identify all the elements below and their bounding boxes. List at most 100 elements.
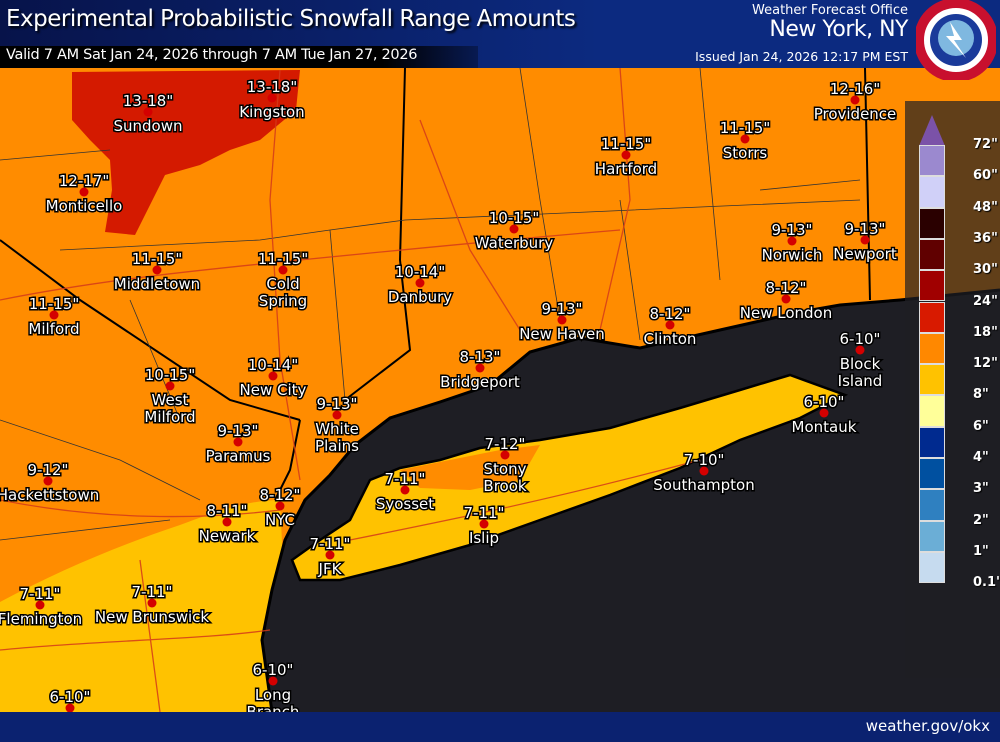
long-island [290, 373, 849, 582]
city-snow-range: 6-10" [253, 661, 294, 679]
city-name: Norwich [762, 246, 823, 264]
city-marker: 10-15" West Milford [143, 365, 197, 428]
city-dot-icon [43, 476, 53, 486]
city-dot-icon [787, 236, 797, 246]
legend-label: 1" [973, 543, 989, 559]
city-snow-range: 9-13" [772, 221, 813, 239]
legend-swatch [919, 207, 945, 239]
city-dot-icon [268, 371, 278, 381]
city-snow-range: 7-11" [310, 535, 351, 553]
legend-label: 2" [973, 512, 989, 528]
city-name: Stony Brook [483, 460, 526, 495]
legend-label: 8" [973, 387, 989, 403]
city-name: Sundown [113, 117, 182, 135]
city-dot-icon [415, 278, 425, 288]
city-marker: 13-18" Sundown [112, 91, 184, 137]
city-snow-range: 8-13" [460, 348, 501, 366]
city-name: New London [740, 304, 832, 322]
city-marker: 10-14" New City [238, 355, 308, 401]
city-marker: 9-12" Hackettstown [0, 460, 101, 506]
office-url[interactable]: weather.gov/okx [865, 717, 990, 735]
legend-swatch [919, 145, 945, 177]
city-dot-icon [850, 95, 860, 105]
city-dot-icon [781, 294, 791, 304]
city-snow-range: 7-11" [20, 585, 61, 603]
city-snow-range: 9-13" [317, 395, 358, 413]
valid-period: Valid 7 AM Sat Jan 24, 2026 through 7 AM… [6, 47, 418, 63]
city-marker: 7-11" New Brunswick [93, 582, 210, 628]
city-dot-icon [699, 466, 709, 476]
city-dot-icon [500, 450, 510, 460]
coastline [260, 288, 1000, 712]
city-marker: 8-12" New London [738, 278, 833, 324]
state-borders [0, 68, 871, 501]
city-name: Islip [469, 529, 499, 547]
legend-label: 48" [973, 199, 998, 215]
city-dot-icon [35, 600, 45, 610]
legend-label: 6" [973, 418, 989, 434]
city-snow-range: 9-13" [845, 220, 886, 238]
city-marker: 7-11" Islip [462, 503, 506, 549]
city-marker: 11-15" Middletown [112, 249, 201, 295]
city-name: Milford [28, 320, 79, 338]
city-dot-icon [621, 150, 631, 160]
city-dot-icon [665, 320, 675, 330]
city-dot-icon [152, 265, 162, 275]
city-snow-range: 8-12" [650, 305, 691, 323]
city-dot-icon [819, 408, 829, 418]
city-marker: 9-13" Norwich [760, 220, 824, 266]
city-name: Long Branch [247, 686, 300, 712]
city-name: Southampton [653, 476, 754, 494]
city-name: Kingston [239, 103, 304, 121]
red-snow-region [72, 70, 300, 235]
legend-label: 36" [973, 230, 998, 246]
city-snow-range: 11-15" [29, 295, 80, 313]
city-snow-range: 10-15" [145, 366, 196, 384]
city-marker: 11-15" Milford [27, 294, 81, 340]
legend-label: 0.1" [973, 575, 1000, 591]
city-name: Danbury [388, 288, 452, 306]
city-dot-icon [147, 598, 157, 608]
city-marker: 8-12" Clinton [642, 304, 698, 350]
city-snow-range: 7-10" [684, 451, 725, 469]
city-snow-range: 9-12" [28, 461, 69, 479]
city-marker: 11-15" Cold Spring [256, 249, 310, 312]
city-snow-range: 7-11" [464, 504, 505, 522]
city-name: JFK [318, 560, 343, 578]
city-snow-range: 11-15" [258, 250, 309, 268]
city-dot-icon [49, 310, 59, 320]
city-name: West Milford [144, 391, 195, 426]
city-dot-icon [65, 703, 75, 712]
city-marker: 11-15" Hartford [593, 134, 658, 180]
city-snow-range: 7-12" [485, 435, 526, 453]
city-name: Storrs [723, 144, 768, 162]
city-snow-range: 12-17" [59, 172, 110, 190]
city-marker: 6-10" [48, 687, 92, 712]
city-name: Syosset [376, 495, 434, 513]
office-label: Weather Forecast Office [752, 3, 908, 18]
city-marker: 7-11" Syosset [374, 469, 435, 515]
city-dot-icon [740, 134, 750, 144]
city-marker: 8-13" Bridgeport [439, 347, 522, 393]
city-snow-range: 10-15" [489, 209, 540, 227]
city-snow-range: 11-15" [720, 119, 771, 137]
city-snow-range: 13-18" [123, 92, 174, 110]
city-marker: 12-16" Providence [812, 79, 898, 125]
city-snow-range: 10-14" [395, 263, 446, 281]
city-marker: 9-13" Newport [832, 219, 899, 265]
legend-label: 12" [973, 356, 998, 372]
city-marker: 9-13" White Plains [314, 394, 361, 457]
city-name: New City [240, 381, 307, 399]
city-name: Monticello [46, 197, 123, 215]
city-marker: 6-10" Block Island [836, 329, 884, 392]
legend-swatch [919, 301, 945, 333]
city-name: Hartford [595, 160, 657, 178]
city-dot-icon [275, 501, 285, 511]
legend-label: 30" [973, 262, 998, 278]
legend: 72" 60" 48" 36" 30" 24" 18" 12" 8" 6" 4" 3" 2" 1" 0.1" [905, 101, 1000, 678]
legend-swatch [919, 520, 945, 552]
city-marker: 8-12" NYC [258, 485, 302, 531]
city-snow-range: 6-10" [804, 393, 845, 411]
city-dot-icon [479, 519, 489, 529]
